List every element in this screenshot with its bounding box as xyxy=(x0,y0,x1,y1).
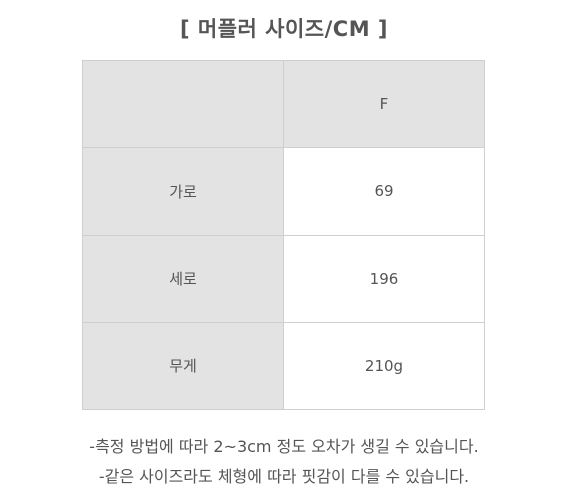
table-header-row: F xyxy=(82,59,485,149)
row-label-width: 가로 xyxy=(82,147,284,236)
row-label-length: 세로 xyxy=(82,234,284,323)
table-row: 세로 196 xyxy=(82,234,485,323)
row-label-weight: 무게 xyxy=(82,321,284,411)
page-title: [ 머플러 사이즈/CM ] xyxy=(179,17,389,41)
note-fit: -같은 사이즈라도 체형에 따라 핏감이 다를 수 있습니다. xyxy=(98,467,470,486)
table-row: 무게 210g xyxy=(82,321,485,411)
table-row: 가로 69 xyxy=(82,147,485,236)
note-measurement: -측정 방법에 따라 2~3cm 정도 오차가 생길 수 있습니다. xyxy=(89,437,479,456)
column-header-size: F xyxy=(283,59,485,149)
row-value-length: 196 xyxy=(283,234,485,323)
table-corner-cell xyxy=(82,59,284,149)
size-table: F 가로 69 세로 196 무게 210g xyxy=(82,59,485,411)
size-notes: -측정 방법에 따라 2~3cm 정도 오차가 생길 수 있습니다. -같은 사… xyxy=(0,432,568,492)
row-value-weight: 210g xyxy=(283,321,485,411)
row-value-width: 69 xyxy=(283,147,485,236)
